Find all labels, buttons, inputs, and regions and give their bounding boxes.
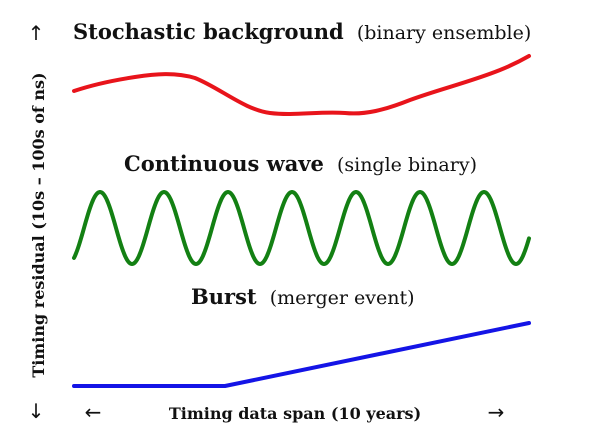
stochastic-subtitle: (binary ensemble)	[357, 22, 531, 44]
stochastic-curve	[74, 56, 529, 114]
y-axis-up-arrow: ↑	[28, 21, 45, 45]
burst-title: Burst	[191, 284, 257, 309]
burst-subtitle: (merger event)	[270, 287, 415, 309]
burst-label: Burst (merger event)	[191, 284, 415, 309]
continuous-subtitle: (single binary)	[337, 154, 477, 176]
burst-curve	[74, 323, 529, 386]
continuous-title: Continuous wave	[124, 151, 324, 176]
x-axis-left-arrow: ←	[85, 400, 102, 424]
x-axis-label: Timing data span (10 years)	[169, 404, 421, 423]
continuous-label: Continuous wave (single binary)	[124, 151, 477, 176]
stochastic-title: Stochastic background	[73, 19, 344, 44]
x-axis-right-arrow: →	[488, 400, 505, 424]
continuous-curve	[74, 192, 529, 264]
stochastic-label: Stochastic background (binary ensemble)	[73, 19, 531, 44]
y-axis-label: Timing residual (10s – 100s of ns)	[29, 72, 48, 377]
y-axis-down-arrow: ↓	[28, 399, 45, 423]
